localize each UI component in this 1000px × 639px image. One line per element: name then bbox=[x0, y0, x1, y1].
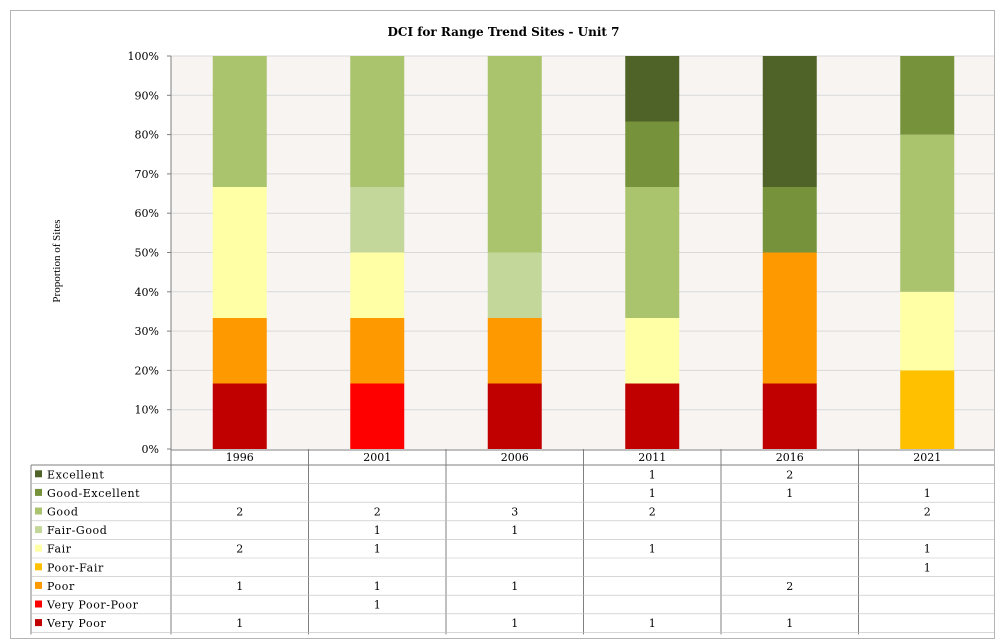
bar-segment-fair-2021 bbox=[900, 291, 955, 371]
legend-key bbox=[35, 526, 42, 534]
data-table-value: 1 bbox=[236, 580, 243, 593]
legend-label: Good bbox=[47, 506, 78, 519]
legend-label: Fair-Good bbox=[47, 524, 107, 537]
x-tick-label: 1996 bbox=[226, 451, 254, 464]
bar-segment-poor-2001 bbox=[350, 318, 405, 384]
legend-label: Fair bbox=[47, 543, 72, 556]
data-table-value: 1 bbox=[786, 617, 793, 630]
y-tick-label: 100% bbox=[128, 50, 159, 63]
data-table-value: 1 bbox=[649, 487, 656, 500]
legend-label: Very Poor bbox=[46, 617, 106, 630]
bar-segment-poor-1996 bbox=[212, 318, 267, 384]
x-tick-label: 2021 bbox=[913, 451, 941, 464]
legend-key bbox=[35, 507, 42, 515]
y-tick-label: 70% bbox=[135, 168, 159, 181]
data-table-value: 1 bbox=[649, 617, 656, 630]
y-tick-label: 0% bbox=[142, 443, 159, 456]
y-tick-label: 10% bbox=[135, 404, 159, 417]
data-table-value: 1 bbox=[374, 580, 381, 593]
legend-key bbox=[35, 563, 42, 571]
data-table-value: 1 bbox=[649, 468, 656, 481]
y-tick-label: 50% bbox=[135, 247, 159, 260]
bar-segment-very-poor-2016 bbox=[762, 383, 817, 449]
bar-segment-very-poor-poor-2001 bbox=[350, 383, 405, 449]
legend-key bbox=[35, 581, 42, 589]
x-tick-label: 2011 bbox=[638, 451, 666, 464]
data-table-value: 1 bbox=[511, 524, 518, 537]
data-table-value: 1 bbox=[924, 487, 931, 500]
bar-segment-good-2021 bbox=[900, 134, 955, 292]
bar-segment-excellent-2016 bbox=[762, 56, 817, 187]
legend-label: Poor-Fair bbox=[47, 561, 104, 574]
data-table-value: 2 bbox=[649, 506, 656, 519]
data-table-value: 1 bbox=[786, 487, 793, 500]
data-table-value: 3 bbox=[511, 506, 518, 519]
bar-segment-good-excellent-2016 bbox=[762, 187, 817, 253]
data-table-value: 1 bbox=[511, 617, 518, 630]
bar-segment-good-excellent-2011 bbox=[625, 121, 680, 187]
y-tick-label: 90% bbox=[135, 89, 159, 102]
legend-key bbox=[35, 600, 42, 608]
data-table-value: 2 bbox=[924, 506, 931, 519]
x-tick-label: 2016 bbox=[776, 451, 804, 464]
bar-segment-excellent-2011 bbox=[625, 56, 680, 122]
bar-segment-fair-good-2001 bbox=[350, 187, 405, 253]
y-tick-label: 80% bbox=[135, 129, 159, 142]
bar-segment-fair-1996 bbox=[212, 187, 267, 318]
data-table-value: 1 bbox=[236, 617, 243, 630]
bar-segment-very-poor-1996 bbox=[212, 383, 267, 449]
bar-segment-fair-2001 bbox=[350, 252, 405, 318]
legend-label: Poor bbox=[47, 580, 75, 593]
bar-segment-poor-2016 bbox=[762, 252, 817, 384]
legend-label: Excellent bbox=[47, 468, 104, 481]
y-tick-label: 30% bbox=[135, 325, 159, 338]
data-table-value: 1 bbox=[374, 543, 381, 556]
bar-segment-fair-2011 bbox=[625, 318, 680, 384]
data-table-value: 2 bbox=[786, 580, 793, 593]
x-tick-label: 2006 bbox=[501, 451, 529, 464]
bar-segment-poor-fair-2021 bbox=[900, 370, 955, 449]
legend-key bbox=[35, 544, 42, 552]
legend-key bbox=[35, 470, 42, 478]
bar-segment-good-1996 bbox=[212, 56, 267, 187]
bar-segment-good-2001 bbox=[350, 56, 405, 187]
legend-label: Very Poor-Poor bbox=[46, 599, 139, 612]
data-table-value: 1 bbox=[649, 543, 656, 556]
y-tick-label: 40% bbox=[135, 286, 159, 299]
chart-plot: 0% 10% 20% 30% 40% 50% 60% 70% 80% 90% 100% 1996 200… bbox=[30, 50, 994, 635]
bar-segment-good-2011 bbox=[625, 187, 680, 318]
legend-label: Good-Excellent bbox=[47, 487, 140, 500]
chart-title: DCI for Range Trend Sites - Unit 7 bbox=[387, 25, 620, 39]
legend-key bbox=[35, 488, 42, 496]
data-table-value: 2 bbox=[374, 506, 381, 519]
data-table-value: 1 bbox=[374, 524, 381, 537]
data-table-value: 2 bbox=[786, 468, 793, 481]
x-tick-label: 2001 bbox=[363, 451, 391, 464]
bar-segment-poor-2006 bbox=[487, 318, 542, 384]
chart-frame: DCI for Range Trend Sites - Unit 7 Propo… bbox=[10, 10, 995, 639]
data-table-value: 1 bbox=[924, 561, 931, 574]
y-tick-label: 20% bbox=[135, 364, 159, 377]
legend-key bbox=[35, 619, 42, 627]
data-table-value: 1 bbox=[374, 599, 381, 612]
data-table-value: 1 bbox=[924, 543, 931, 556]
bar-segment-good-excellent-2021 bbox=[900, 56, 955, 135]
y-tick-label: 60% bbox=[135, 207, 159, 220]
bar-segment-very-poor-2011 bbox=[625, 383, 680, 449]
bar-segment-fair-good-2006 bbox=[487, 252, 542, 318]
data-table-value: 2 bbox=[236, 543, 243, 556]
bar-segment-very-poor-2006 bbox=[487, 383, 542, 449]
bar-segment-good-2006 bbox=[487, 56, 542, 253]
data-table-value: 1 bbox=[511, 580, 518, 593]
data-table-value: 2 bbox=[236, 506, 243, 519]
